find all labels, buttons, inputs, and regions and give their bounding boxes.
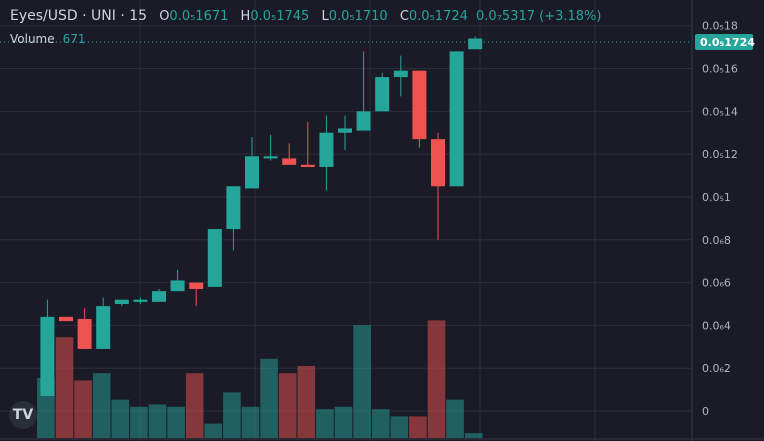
volume-bar [316,409,334,438]
volume-bar [409,416,427,438]
open-label: O [159,9,170,24]
volume-bar [353,325,371,438]
change-value: 0.0₇5317 (+3.18%) [476,9,602,24]
y-tick-label: 0.0₅16 [702,63,738,76]
volume-bar [297,366,316,438]
volume-bar [390,416,409,438]
volume-legend[interactable]: Volume 671 [10,32,86,46]
y-tick-label: 0.0₅12 [702,148,738,161]
volume-value: 671 [62,32,86,46]
candle-body [152,291,166,302]
volume-bar [185,373,204,438]
volume-bar [241,406,260,438]
open-value: 0.0₅1671 [169,9,229,24]
last-price-label: 0.0₅1724 [700,36,755,49]
high-value: 0.0₅1745 [250,9,310,24]
y-tick-label: 0.0₆8 [702,234,731,247]
volume-bar [204,423,223,438]
candle-body [40,316,55,397]
y-tick-label: 0 [702,405,709,418]
candle-body [356,111,371,131]
candle-body [319,132,334,167]
volume-bar [111,399,130,438]
volume-bar [334,406,353,438]
volume-bar [130,406,148,438]
candle-body [393,70,408,78]
volume-bar [446,399,464,438]
volume-bar [260,358,278,438]
ohlc-header: Eyes/USD · UNI · 15 O0.0₅1671 H0.0₅1745 … [10,8,601,24]
y-tick-label: 0.0₅18 [702,20,738,33]
volume-bar [74,380,92,438]
volume-bar [223,392,241,438]
high-label: H [240,9,251,24]
volume-bar [427,320,446,438]
candle-body [170,280,185,292]
low-label: L [321,9,329,24]
volume-bar [278,373,297,438]
volume-label: Volume [10,32,55,46]
y-tick-label: 0.0₆6 [702,277,731,290]
volume-bar [55,337,74,438]
candle-body [59,316,73,322]
tradingview-logo-icon[interactable]: TV [9,401,37,429]
candle-body [114,299,129,304]
y-tick-label: 0.0₅14 [702,105,738,118]
y-tick-label: 0.0₅1 [702,191,731,204]
candle-body [263,156,278,159]
volume-bar [464,433,483,438]
volume-bar [148,404,167,438]
y-tick-label: 0.0₆4 [702,319,731,332]
candle-body [300,164,315,167]
candle-body [449,51,464,187]
last-price-badge [695,33,753,50]
candle-body [207,229,222,287]
candle-body [189,282,204,290]
volume-bar [371,409,390,438]
symbol-title[interactable]: Eyes/USD · UNI · 15 [10,8,148,24]
candle-body [133,299,148,302]
close-value: 0.0₅1724 [408,9,468,24]
candle-body [375,77,390,112]
candle-body [77,318,92,349]
close-label: C [399,9,409,24]
candle-body [412,70,427,140]
low-value: 0.0₅1710 [328,9,388,24]
candle-body [282,158,297,165]
candle-body [338,128,352,133]
candle-body [226,186,241,230]
y-tick-label: 0.0₆2 [702,362,731,375]
candle-body [96,306,111,349]
volume-bar [92,373,111,438]
volume-bar [167,406,185,438]
candle-body [245,156,259,189]
candle-body [468,38,483,50]
candle-body [431,139,445,187]
